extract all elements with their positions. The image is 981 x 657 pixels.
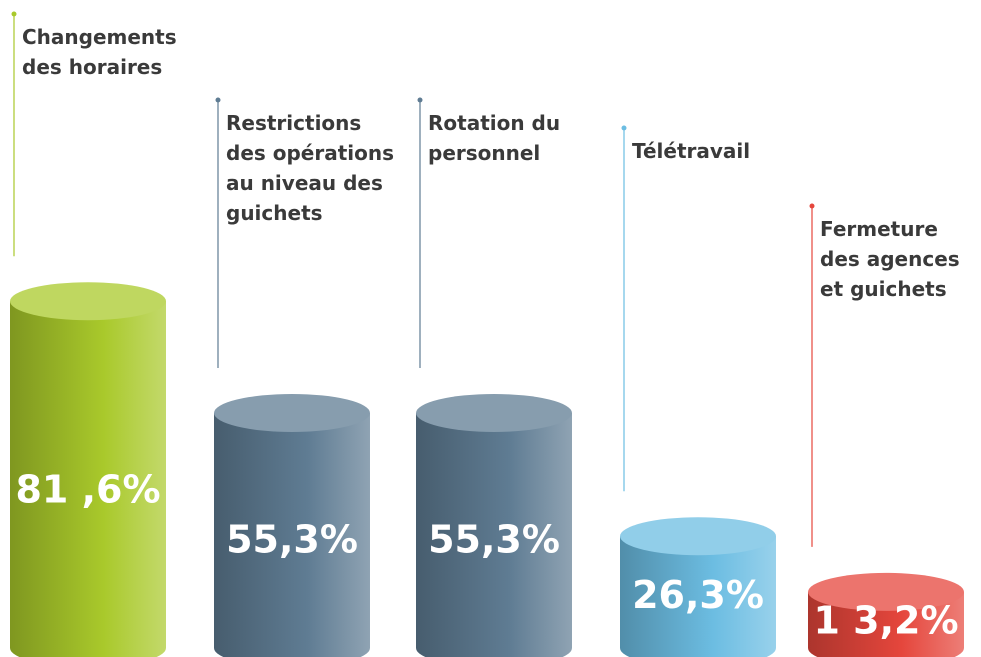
category-label: Télétravail bbox=[632, 139, 751, 163]
value-label: 81 ,6% bbox=[15, 467, 160, 511]
leader-dot bbox=[215, 97, 221, 103]
leader-dot bbox=[417, 97, 423, 103]
bar bbox=[214, 412, 370, 657]
bar bbox=[10, 301, 166, 657]
leader-dot bbox=[809, 203, 815, 209]
value-label: 55,3% bbox=[226, 518, 358, 562]
bar bbox=[416, 412, 572, 657]
category-label: Changements des horaires bbox=[22, 25, 177, 79]
bar-top bbox=[214, 393, 370, 432]
leader-dot bbox=[11, 11, 17, 17]
bar-top bbox=[416, 393, 572, 432]
value-label: 26,3% bbox=[632, 573, 764, 617]
value-label: 1 3,2% bbox=[813, 598, 958, 642]
bar-top bbox=[620, 517, 776, 556]
category-label: Rotation du personnel bbox=[428, 111, 561, 165]
bar-top bbox=[808, 572, 964, 611]
value-label: 55,3% bbox=[428, 518, 560, 562]
bar-top bbox=[10, 282, 166, 321]
leader-dot bbox=[621, 125, 627, 131]
bar bbox=[620, 536, 776, 657]
category-label: Restrictions des opérations au niveau de… bbox=[226, 111, 395, 225]
category-label: Fermeture des agences et guichets bbox=[820, 217, 960, 301]
